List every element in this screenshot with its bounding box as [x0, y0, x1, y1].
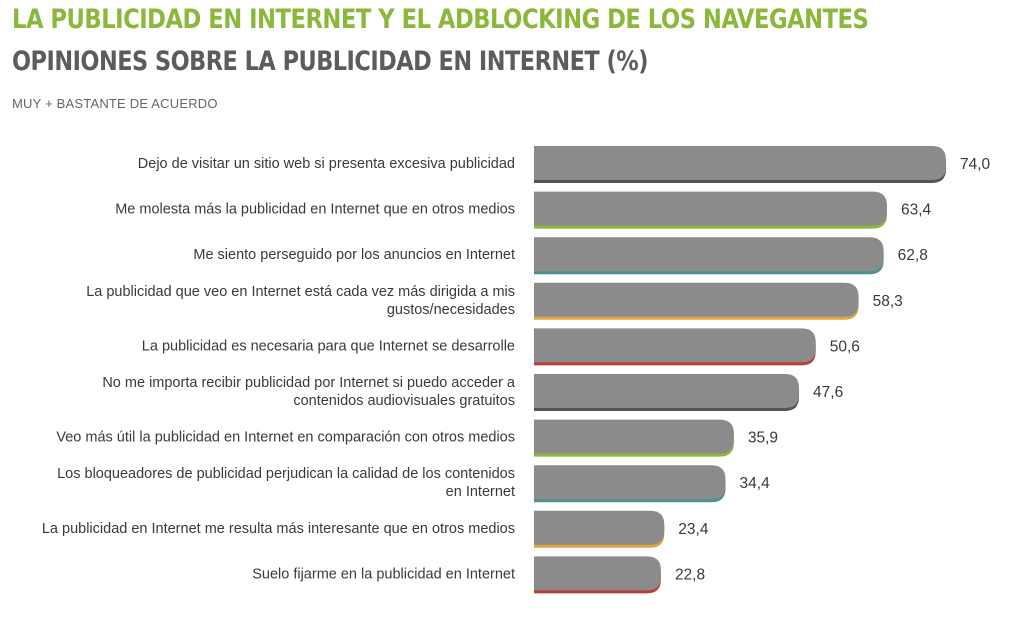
value-label: 63,4: [901, 202, 932, 219]
bar-group: 47,6 No me importa recibir publicidad por…: [102, 374, 843, 411]
category-label: La publicidad en Internet me resulta más…: [42, 521, 515, 537]
category-label: Suelo fijarme en la publicidad en Intern…: [252, 566, 515, 582]
bar-group: 62,8 Me siento perseguido por los anuncio…: [193, 237, 928, 275]
category-label: Me molesta más la publicidad en Internet…: [115, 202, 515, 218]
value-label: 35,9: [748, 430, 778, 447]
value-label: 58,3: [873, 293, 903, 310]
value-label: 62,8: [898, 247, 928, 264]
bar: [534, 510, 665, 545]
category-label: La publicidad que veo en Internet está c…: [86, 284, 515, 300]
bar: [534, 146, 946, 180]
value-label: 50,6: [830, 338, 860, 355]
value-label: 22,8: [675, 566, 705, 583]
bar-group: 23,4 La publicidad en Internet me resulta…: [42, 510, 709, 548]
value-label: 23,4: [678, 521, 709, 538]
bar-group: 50,6 La publicidad es necesaria para que …: [142, 328, 860, 366]
bar: [534, 282, 859, 317]
category-label: Los bloqueadores de publicidad perjudica…: [57, 466, 515, 482]
bar-group: 35,9 Veo más útil la publicidad en Intern…: [56, 419, 778, 457]
category-label: en Internet: [446, 484, 515, 500]
category-label: Me siento perseguido por los anuncios en…: [193, 247, 515, 263]
value-label: 47,6: [813, 384, 843, 401]
bar-group: 74,0 Dejo de visitar un sitio web si pres…: [138, 146, 991, 183]
category-label: No me importa recibir publicidad por Int…: [102, 375, 516, 391]
chart-subtitle: OPINIONES SOBRE LA PUBLICIDAD EN INTERNE…: [12, 46, 648, 77]
bar: [534, 191, 887, 226]
bar-group: 58,3 La publicidad que veo en Internet es…: [86, 282, 903, 320]
bar-group: 34,4 Los bloqueadores de publicidad perju…: [57, 465, 771, 503]
bar: [534, 465, 726, 500]
chart-title: LA PUBLICIDAD EN INTERNET Y EL ADBLOCKIN…: [12, 4, 869, 35]
chart-caption: MUY + BASTANTE DE ACUERDO: [12, 96, 218, 111]
category-label: contenidos audiovisuales gratuitos: [293, 393, 515, 409]
category-label: La publicidad es necesaria para que Inte…: [142, 338, 515, 354]
category-label: gustos/necesidades: [387, 302, 515, 318]
bar: [534, 556, 661, 591]
category-label: Dejo de visitar un sitio web si presenta…: [138, 156, 515, 172]
bar: [534, 237, 884, 272]
bar: [534, 419, 734, 454]
value-label: 74,0: [960, 156, 991, 173]
bar-group: 22,8 Suelo fijarme en la publicidad en In…: [252, 556, 705, 594]
value-label: 34,4: [740, 475, 771, 492]
bar-group: 63,4 Me molesta más la publicidad en Inte…: [115, 191, 932, 229]
bar: [534, 328, 816, 363]
category-label: Veo más útil la publicidad en Internet e…: [56, 430, 515, 446]
bar: [534, 374, 800, 408]
